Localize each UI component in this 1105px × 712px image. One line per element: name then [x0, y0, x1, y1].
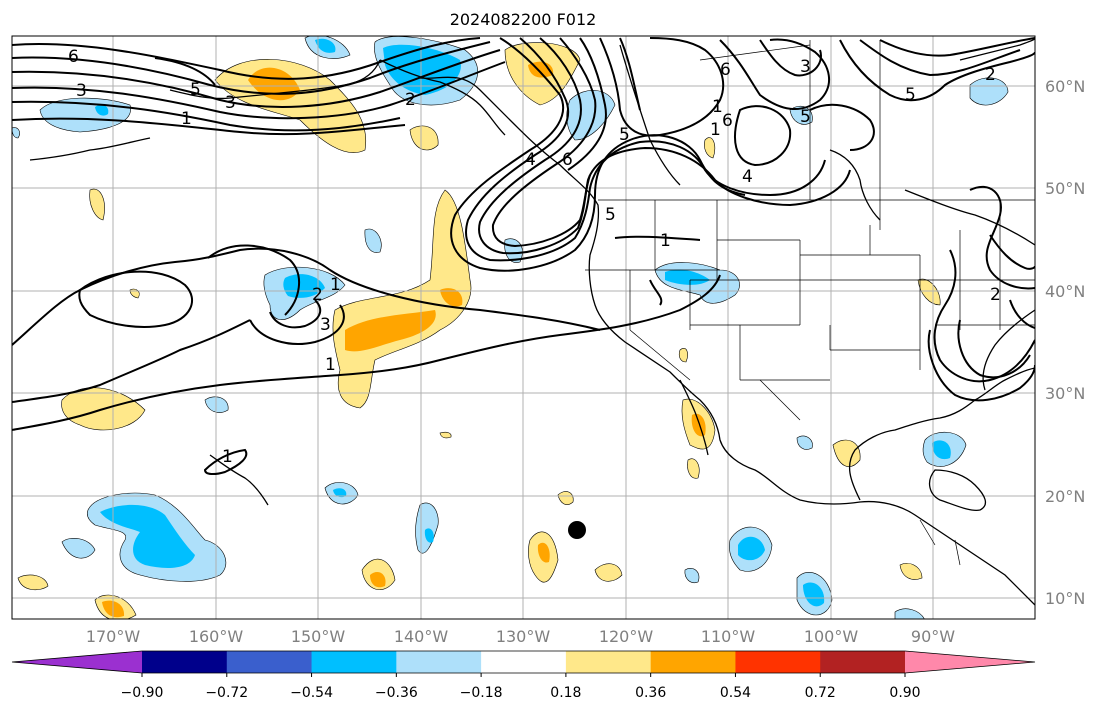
- contour-label: 6: [562, 150, 573, 170]
- colorbar-tick-label: 0.90: [889, 685, 920, 701]
- lon-label: 120°W: [599, 627, 654, 646]
- colorbar-segment: [650, 651, 736, 673]
- lat-label: 30°N: [1045, 384, 1085, 403]
- contour-label: 1: [325, 355, 336, 375]
- map-frame: [11, 35, 1036, 620]
- lat-label: 60°N: [1045, 77, 1085, 96]
- graticule: [12, 36, 1035, 619]
- map-title: 2024082200 F012: [450, 10, 597, 29]
- contour-label: 6: [722, 111, 733, 131]
- contour-label: 2: [312, 285, 323, 305]
- contour-label: 6: [68, 47, 79, 67]
- colorbar-tick-label: −0.18: [460, 685, 503, 701]
- colorbar-tick-label: −0.54: [290, 685, 333, 701]
- contour-label: 1: [712, 97, 723, 117]
- contour-label: 3: [225, 93, 236, 113]
- contour-label: 2: [985, 65, 996, 85]
- longitude-axis: 170°W 160°W 150°W 140°W 130°W 120°W 110°…: [86, 627, 955, 646]
- contour-label: 1: [660, 231, 671, 251]
- lon-label: 90°W: [911, 627, 955, 646]
- colorbar-tick-label: 0.72: [805, 685, 836, 701]
- contour-label: 5: [619, 125, 630, 145]
- contour-label: 4: [742, 167, 753, 187]
- lat-label: 50°N: [1045, 179, 1085, 198]
- lat-label: 20°N: [1045, 487, 1085, 506]
- contour-label: 1: [222, 447, 233, 467]
- colorbar-segment: [142, 651, 228, 673]
- contour-label: 3: [320, 315, 331, 335]
- colorbar-tick-label: 0.36: [635, 685, 666, 701]
- contour-label: 4: [525, 150, 536, 170]
- contour-label: 5: [605, 205, 616, 225]
- colorbar-max-extension: [905, 651, 1035, 673]
- lat-label: 40°N: [1045, 282, 1085, 301]
- colorbar-tick-label: −0.72: [205, 685, 248, 701]
- colorbar-tick-label: −0.90: [121, 685, 164, 701]
- colorbar-segment: [396, 651, 482, 673]
- contour-label: 1: [181, 109, 192, 129]
- latitude-axis: 60°N 50°N 40°N 30°N 20°N 10°N: [1045, 77, 1085, 608]
- negative-anomaly-shading: [12, 36, 1009, 619]
- colorbar-tick-label: −0.36: [375, 685, 418, 701]
- lon-label: 170°W: [86, 627, 141, 646]
- lon-label: 110°W: [701, 627, 756, 646]
- contour-label: 3: [76, 81, 87, 101]
- lat-label: 10°N: [1045, 589, 1085, 608]
- colorbar-min-extension: [12, 651, 142, 673]
- contour-label: 5: [905, 85, 916, 105]
- colorbar-segment: [311, 651, 397, 673]
- lon-label: 130°W: [496, 627, 551, 646]
- contour-label: 3: [800, 57, 811, 77]
- lon-label: 140°W: [394, 627, 449, 646]
- colorbar: −0.90 −0.72 −0.54 −0.36 −0.18 0.18 0.36 0.54 0.7…: [11, 650, 1036, 701]
- lon-label: 150°W: [291, 627, 346, 646]
- colorbar-segment: [481, 651, 567, 673]
- contour-label: 6: [720, 60, 731, 80]
- contour-label: 5: [800, 107, 811, 127]
- colorbar-tick-label: 0.54: [720, 685, 751, 701]
- contour-label: 2: [990, 285, 1001, 305]
- contour-label: 1: [710, 120, 721, 140]
- map-area: 6 3 1 5 3 2 5 6 6 3 5 1 6 4 5 1 4 1 2 3 …: [12, 36, 1035, 619]
- contour-lines: [12, 37, 1035, 476]
- contour-labels: 6 3 1 5 3 2 5 6 6 3 5 1 6 4 5 1 4 1 2 3 …: [68, 47, 1001, 467]
- contour-label: 2: [405, 90, 416, 110]
- colorbar-segment: [735, 651, 821, 673]
- contour-label: 1: [330, 275, 341, 295]
- colorbar-tick-label: 0.18: [550, 685, 581, 701]
- lon-label: 160°W: [189, 627, 244, 646]
- storm-center-marker: [568, 521, 586, 539]
- lon-label: 100°W: [804, 627, 859, 646]
- contour-label: 5: [190, 80, 201, 100]
- colorbar-segment: [820, 651, 906, 673]
- colorbar-segment: [226, 651, 313, 673]
- colorbar-segment: [565, 651, 652, 673]
